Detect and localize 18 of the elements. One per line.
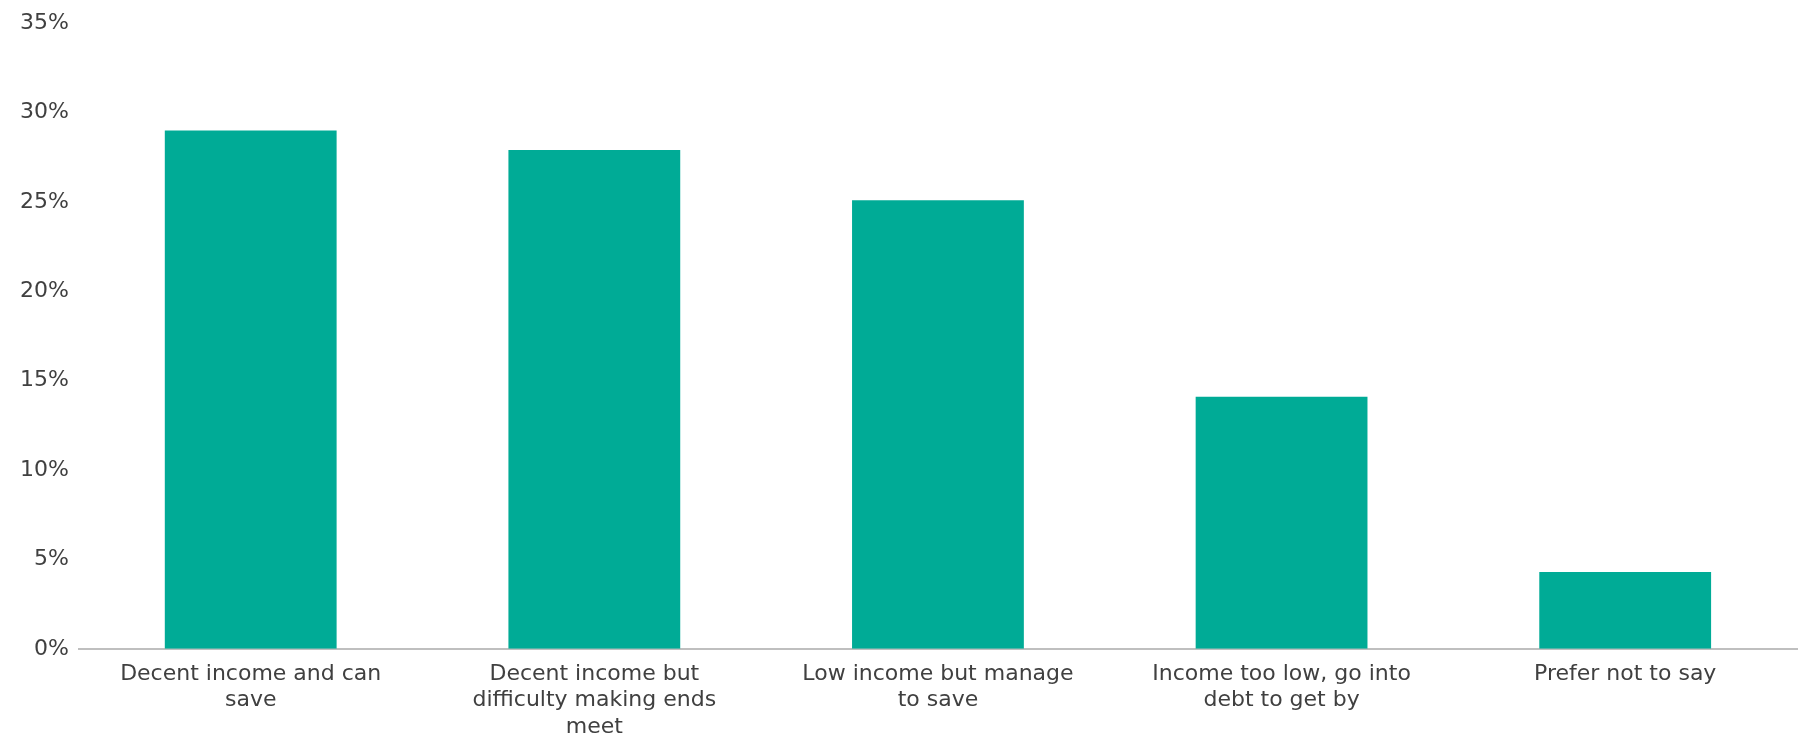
x-tick-label: Decent income but difficulty making ends meet [472,659,717,738]
y-tick-label: 25% [19,187,69,213]
bar [1539,571,1712,649]
x-tick-label: Income too low, go into debt to get by [1152,659,1411,712]
y-tick-label: 10% [19,455,69,481]
x-tick-label: Prefer not to say [1534,659,1717,685]
bar [1195,396,1368,649]
y-tick-label: 20% [19,277,69,303]
x-tick-label: Decent income and can save [120,659,382,712]
y-tick-label: 0% [33,634,69,660]
x-tick-label: Low income but manage to save [802,659,1074,712]
y-tick-label: 5% [33,545,69,571]
bar [508,150,681,649]
bar [164,130,337,649]
y-tick-label: 35% [19,8,69,34]
bar [852,200,1024,649]
y-tick-label: 30% [19,98,69,124]
y-tick-label: 15% [19,366,69,392]
